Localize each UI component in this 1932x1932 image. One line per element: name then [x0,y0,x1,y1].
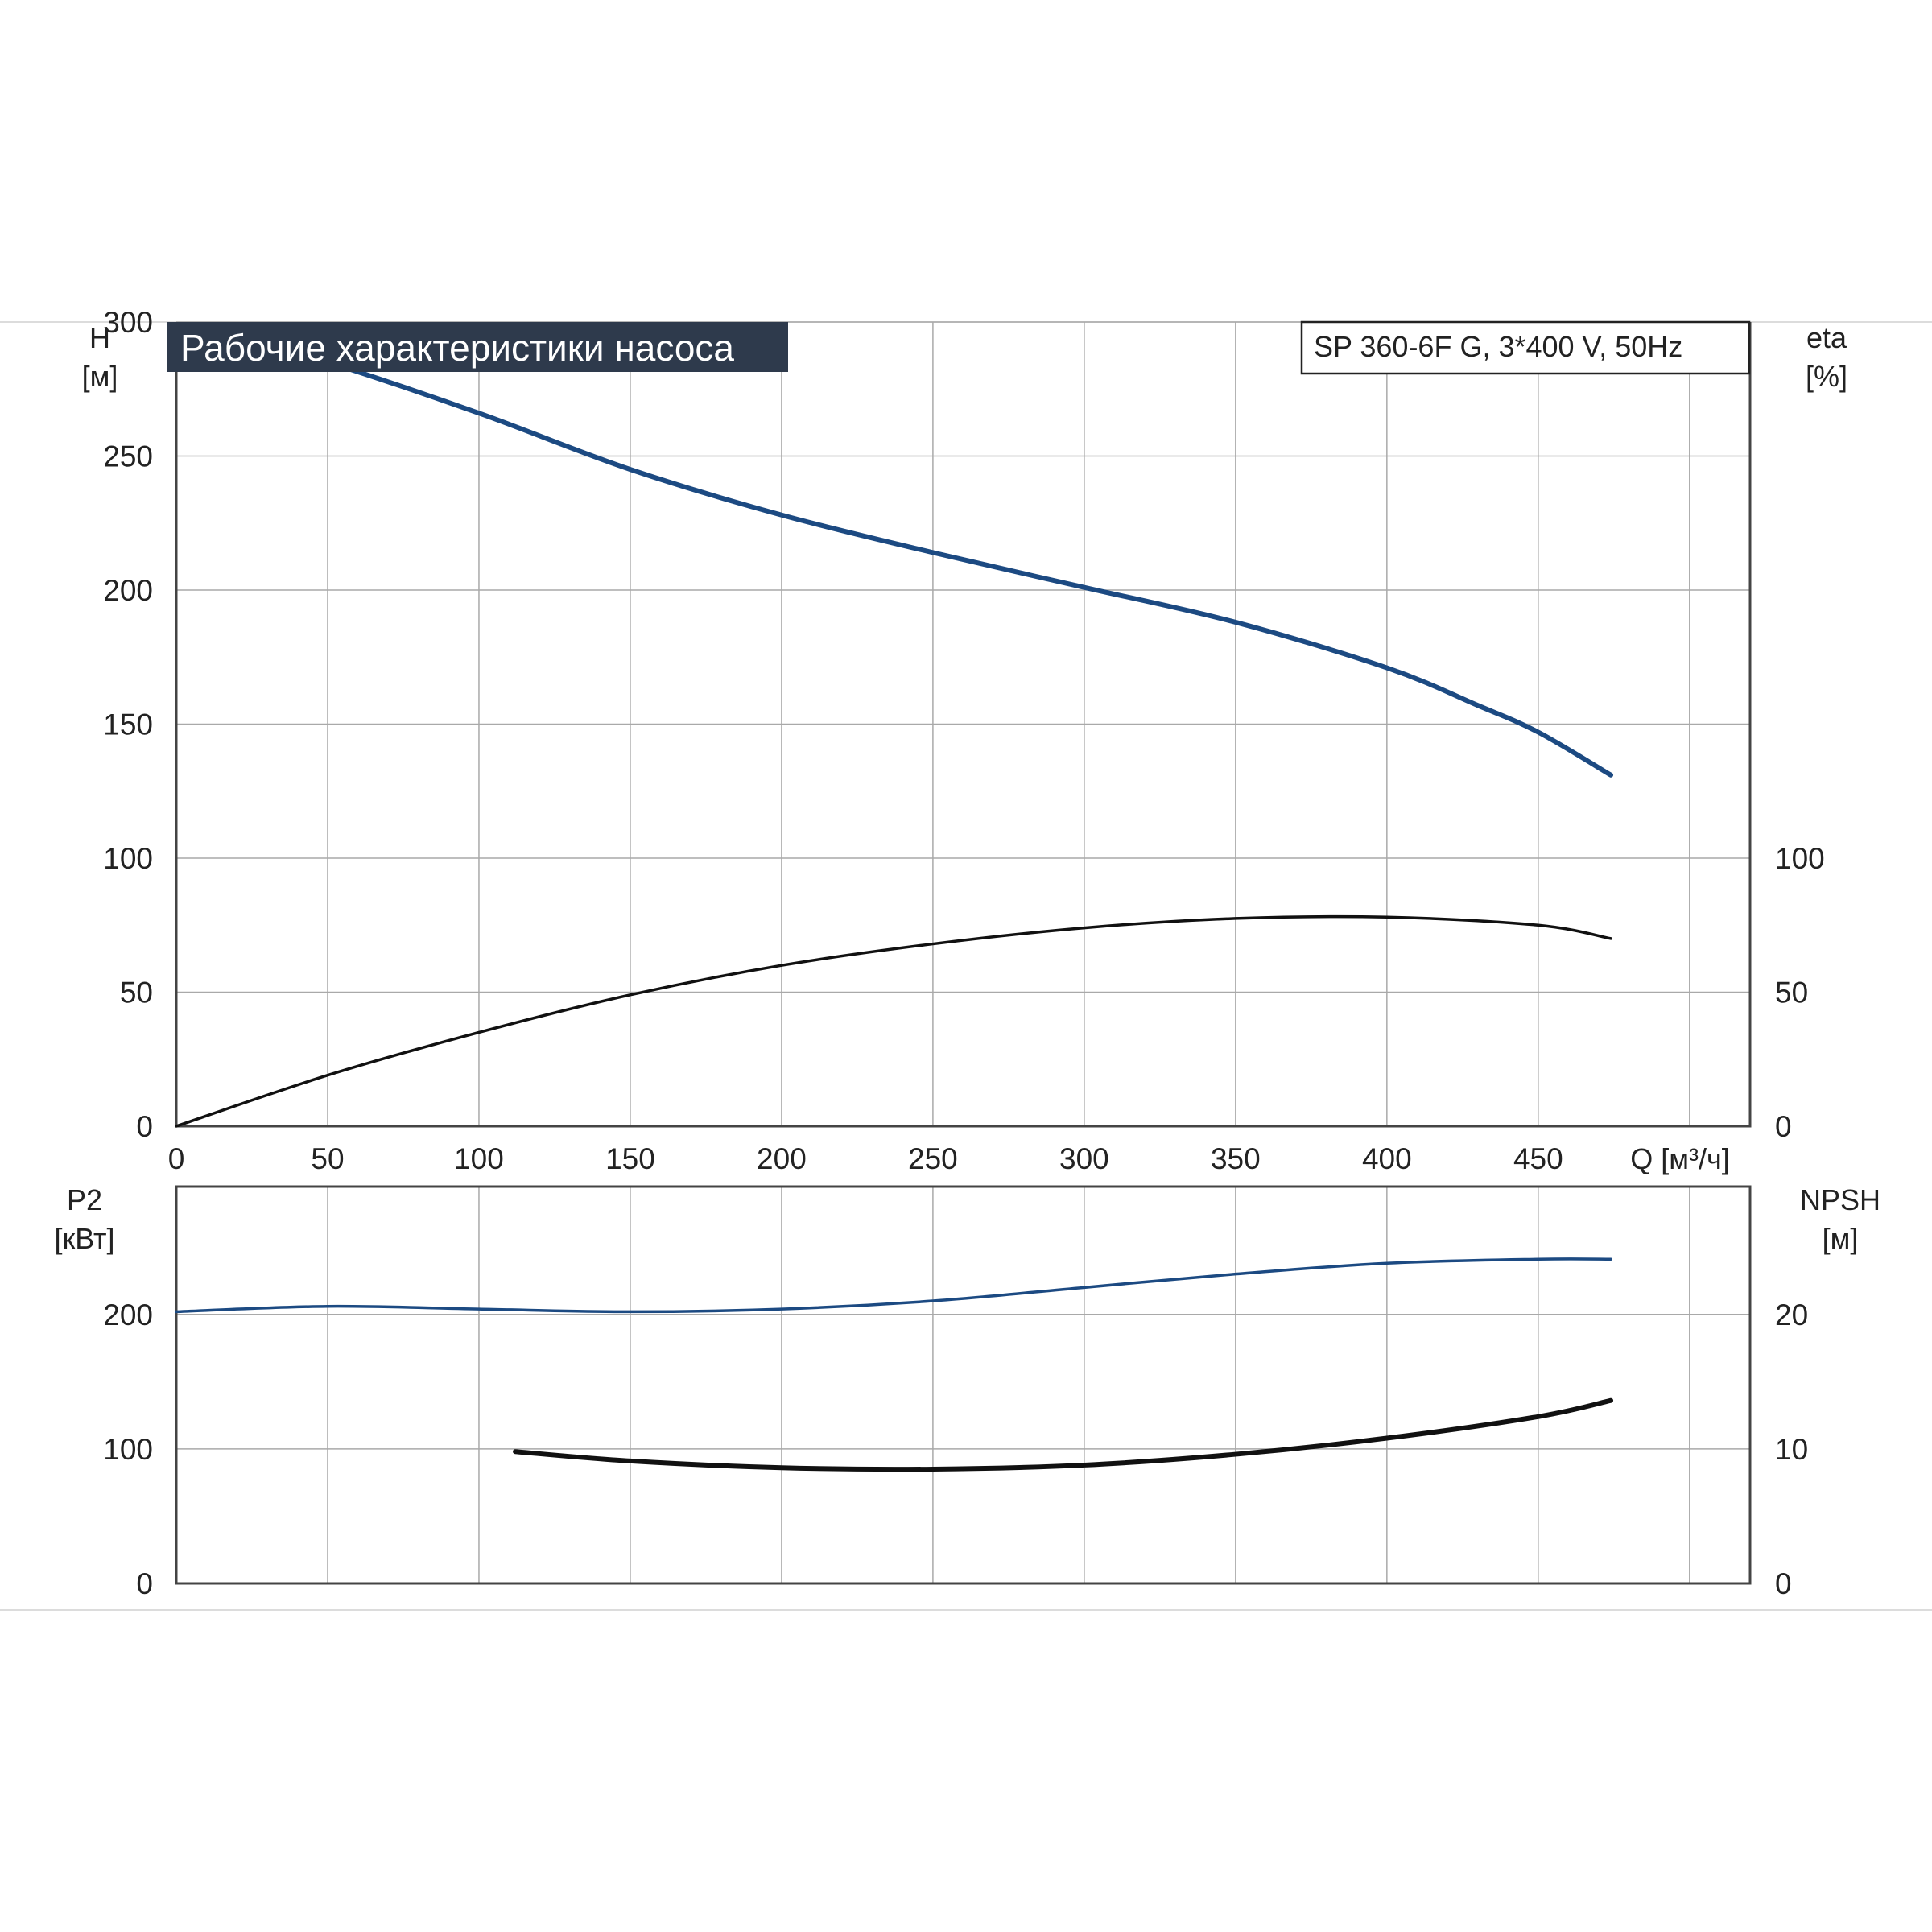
eta-tick-label: 0 [1775,1110,1792,1143]
head-axis-label: H [89,321,110,354]
x-tick-label: 250 [908,1142,958,1175]
title-badge [167,322,788,372]
power-axis-unit: [кВт] [54,1222,114,1255]
eta-axis-unit: [%] [1806,360,1847,393]
npsh-tick-label: 20 [1775,1298,1808,1331]
eta-tick-label: 50 [1775,976,1808,1009]
x-tick-label: 50 [311,1142,344,1175]
legend-box [1300,320,1751,375]
power-tick-label: 200 [103,1298,153,1331]
npsh-axis-label: NPSH [1800,1183,1880,1216]
upper-panel-frame [175,322,1752,1128]
lower-panel-frame [175,1185,1752,1585]
head-tick-label: 50 [120,976,153,1009]
head-curve [174,345,1614,778]
flow-axis-label: Q [м³/ч] [1630,1142,1730,1175]
head-axis-unit: [м] [82,360,118,393]
x-tick-label: 450 [1513,1142,1563,1175]
head-tick-label: 100 [103,842,153,875]
head-tick-label: 0 [136,1110,153,1143]
npsh-tick-label: 10 [1775,1433,1808,1466]
power-axis-label: P2 [67,1183,102,1216]
x-tick-label: 100 [454,1142,504,1175]
x-tick-label: 350 [1211,1142,1261,1175]
x-tick-label: 400 [1362,1142,1412,1175]
head-tick-label: 150 [103,708,153,741]
chart-title: Рабочие характеристики насоса [180,327,734,369]
npsh-tick-label: 0 [1775,1567,1792,1600]
head-tick-label: 250 [103,440,153,473]
curve-layer [174,345,1614,1472]
x-tick-label: 0 [168,1142,185,1175]
head-tick-label: 300 [103,306,153,339]
x-tick-label: 200 [757,1142,807,1175]
npsh-curve [513,1397,1614,1472]
power-curve [175,1257,1612,1314]
x-tick-label: 150 [605,1142,655,1175]
npsh-axis-unit: [м] [1823,1222,1859,1255]
power-tick-label: 0 [136,1567,153,1600]
efficiency-curve [175,914,1612,1128]
eta-axis-label: eta [1806,321,1847,354]
power-tick-label: 100 [103,1433,153,1466]
eta-tick-label: 100 [1775,842,1825,875]
grid-layer [176,321,1750,1583]
tick-label-layer: 0 50 100 150 200 250 300 350 400 4500501001502002… [103,306,1824,1600]
head-tick-label: 200 [103,574,153,607]
x-tick-label: 300 [1059,1142,1109,1175]
legend-text: SP 360-6F G, 3*400 V, 50Hz [1314,330,1682,363]
